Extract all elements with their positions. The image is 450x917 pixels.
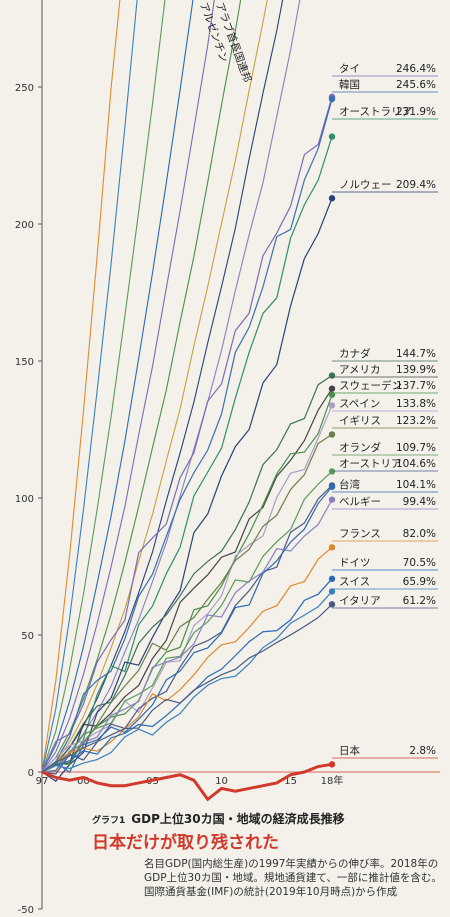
series-label: イタリア [339, 595, 381, 607]
series-value-label: 109.7% [396, 442, 436, 454]
offchart-series-line [41, 0, 215, 773]
series-value-label: 139.9% [396, 364, 436, 376]
series-value-label: 246.4% [396, 63, 436, 75]
series-value-label: 137.7% [396, 380, 436, 392]
y-tick-label: 150 [15, 357, 34, 368]
chart-caption: グラフ1 GDP上位30カ国・地域の経済成長推移 日本だけが取り残された 名目GD… [92, 810, 442, 899]
series-end-point [328, 95, 336, 103]
series-value-label: 65.9% [403, 576, 436, 588]
series-line [41, 578, 333, 773]
series-end-point [328, 588, 336, 595]
series-end-point [328, 372, 336, 379]
series-label: スウェーデン [339, 379, 402, 392]
y-tick-label: 0 [28, 768, 34, 779]
series-label: タイ [339, 63, 360, 75]
series-end-point [328, 385, 336, 392]
x-tick-label: 18年 [321, 774, 344, 787]
series-end-point [328, 544, 336, 551]
series-line [41, 96, 333, 773]
series-label: オランダ [339, 441, 381, 454]
series-value-label: 104.6% [396, 458, 436, 470]
series-label: オーストリア [339, 458, 401, 470]
series-label: フランス [339, 528, 381, 540]
series-end-point [328, 133, 336, 140]
series-value-label: 245.6% [396, 79, 436, 91]
series-line [41, 499, 333, 773]
series-end-point [328, 391, 336, 398]
chart-subtitle: 日本だけが取り残された [92, 833, 279, 853]
series-line [41, 546, 333, 773]
series-label: ノルウェー [339, 179, 392, 191]
figure-label: グラフ1 [92, 816, 126, 826]
x-tick-label: 00 [77, 776, 90, 787]
series-end-point [328, 431, 336, 438]
y-tick-label: 200 [15, 220, 34, 231]
series-label: イギリス [339, 415, 381, 427]
series-value-label: 2.8% [409, 745, 436, 757]
series-label: オーストラリア [339, 106, 412, 118]
y-tick-label: 250 [15, 83, 34, 94]
series-label: 韓国 [339, 79, 360, 91]
series-end-point [328, 575, 336, 583]
series-end-point [328, 468, 336, 475]
series-label: スイス [339, 576, 370, 588]
series-value-label: 133.8% [396, 398, 436, 410]
y-tick-label: 100 [15, 494, 34, 505]
x-tick-label: 10 [215, 776, 228, 787]
series-label: 台湾 [339, 478, 360, 491]
offchart-series-line [41, 0, 301, 773]
x-tick-label: 97 [36, 776, 49, 787]
series-line [41, 762, 333, 802]
offchart-series-line [41, 0, 166, 773]
series-label: ドイツ [339, 557, 371, 569]
series-value-label: 61.2% [403, 595, 436, 607]
series-value-label: 231.9% [396, 106, 436, 118]
series-end-point [328, 601, 336, 608]
series-value-label: 82.0% [403, 528, 436, 540]
series-value-label: 209.4% [396, 179, 436, 191]
series-line [41, 603, 333, 773]
series-value-label: 99.4% [403, 496, 436, 508]
series-line [41, 591, 333, 773]
series-line [41, 375, 333, 773]
y-tick-label: 50 [21, 631, 34, 642]
series-end-point [328, 496, 336, 503]
series-line [41, 433, 333, 773]
chart-note: 名目GDP(国内総生産)の1997年実績からの伸び率。2018年のGDP上位30… [144, 858, 442, 898]
series-end-point [328, 195, 336, 202]
chart-heading: グラフ1 GDP上位30カ国・地域の経済成長推移 [92, 810, 442, 827]
series-line [41, 405, 333, 773]
offchart-series-line [41, 0, 138, 773]
series-end-point [328, 402, 336, 409]
series-end-point [328, 483, 336, 490]
series-end-point [328, 761, 336, 768]
series-line [41, 136, 333, 773]
series-label: カナダ [339, 347, 371, 360]
series-label: スペイン [339, 398, 380, 410]
series-label: アメリカ [339, 364, 380, 376]
series-label: 日本 [339, 744, 360, 757]
series-value-label: 104.1% [396, 479, 436, 491]
series-line [41, 98, 333, 773]
offchart-series-line [41, 0, 121, 773]
series-value-label: 70.5% [403, 557, 436, 569]
series-value-label: 144.7% [396, 348, 436, 360]
series-line [41, 470, 333, 773]
series-label: ベルギー [339, 496, 381, 508]
series-line [41, 198, 333, 782]
series-line [41, 486, 333, 774]
chart-title: GDP上位30カ国・地域の経済成長推移 [131, 812, 345, 826]
offchart-series-line [41, 0, 284, 773]
series-line [41, 388, 333, 773]
offchart-series-line [41, 0, 194, 773]
offchart-series-line [41, 0, 242, 773]
y-tick-label: -50 [18, 905, 34, 916]
offchart-series-line [41, 0, 268, 773]
x-tick-label: 15 [284, 776, 297, 787]
series-value-label: 123.2% [396, 415, 436, 427]
